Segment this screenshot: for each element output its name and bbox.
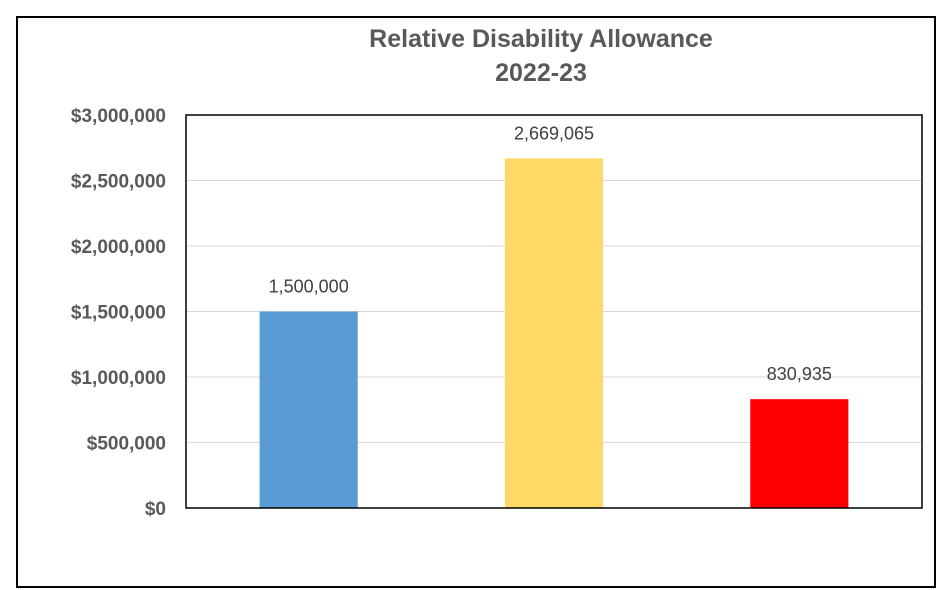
bar: [750, 399, 849, 508]
bar-value-label: 2,669,065: [514, 123, 594, 143]
y-tick-label: $0: [145, 499, 166, 520]
y-tick-label: $500,000: [87, 434, 166, 455]
y-tick-label: $2,000,000: [71, 237, 166, 258]
bars: [259, 158, 849, 508]
plot-area: [185, 114, 923, 509]
y-axis-ticks: $0 $500,000 $1,000,000 $1,500,000 $2,000,000…: [71, 106, 166, 520]
y-tick-label: $1,000,000: [71, 368, 166, 389]
bar: [504, 158, 604, 508]
y-tick-label: $1,500,000: [71, 303, 166, 324]
bar-value-label: 1,500,000: [269, 277, 349, 297]
data-labels: 1,500,000 2,669,065 830,935: [269, 123, 832, 384]
bar: [259, 311, 358, 508]
y-tick-label: $2,500,000: [71, 172, 166, 193]
chart-subtitle: 2022-23: [495, 59, 587, 87]
y-tick-label: $3,000,000: [71, 106, 166, 127]
chart-title: Relative Disability Allowance: [369, 25, 713, 53]
bar-value-label: 830,935: [767, 364, 832, 384]
